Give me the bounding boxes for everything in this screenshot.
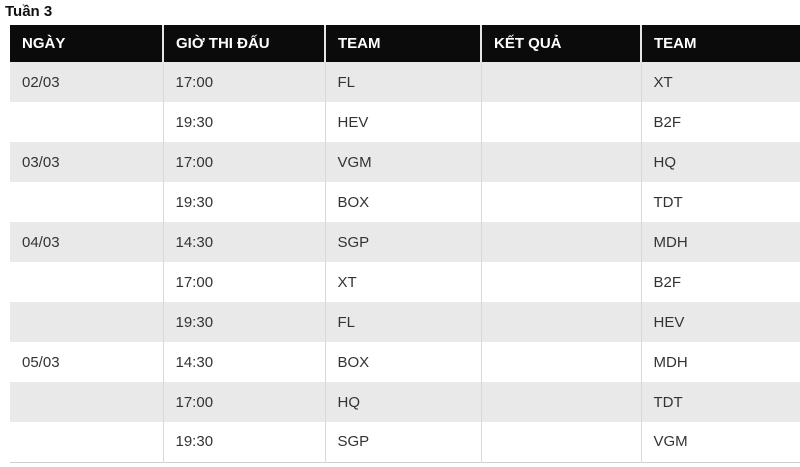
team2-cell: HEV [653,313,685,331]
result-cell [481,262,642,302]
table-row: 03/03 17:00 VGM HQ [10,142,800,182]
time-cell: 17:00 [163,262,326,302]
team1-cell: SGP [325,222,482,262]
result-cell [481,142,642,182]
team2-cell: VGM [653,433,688,451]
table-row: 17:00 XT B2F [10,262,800,302]
time-cell: 19:30 [163,182,326,222]
date-cell: 04/03 [10,222,164,262]
table-row: 19:30 BOX TDT [10,182,800,222]
table-row: 19:30 SGP VGM [10,422,800,462]
team1-cell: BOX [325,342,482,382]
result-cell [481,222,642,262]
date-cell [10,182,164,222]
result-cell [481,422,642,462]
page-title: Tuần 3 [5,3,53,20]
team2-cell: MDH [653,353,688,371]
result-cell [481,382,642,422]
team2-cell: MDH [653,233,688,251]
team1-cell: HEV [325,102,482,142]
team1-cell: BOX [325,182,482,222]
col-header-team1: TEAM [325,25,482,62]
col-header-time: GIỜ THI ĐẤU [163,25,326,62]
time-cell: 17:00 [163,382,326,422]
schedule-table: NGÀY GIỜ THI ĐẤU TEAM KẾT QUẢ TEAM 02/03… [10,25,800,463]
table-row: 05/03 14:30 BOX MDH [10,342,800,382]
time-cell: 17:00 [163,142,326,182]
result-cell [481,342,642,382]
time-cell: 19:30 [163,302,326,342]
schedule-table-body: 02/03 17:00 FL XT 19:30 HEV B2F 03/03 17:00 VGM HQ… [10,62,800,462]
time-cell: 19:30 [163,102,326,142]
result-cell [481,102,642,142]
team2-cell: B2F [653,113,682,131]
team1-cell: FL [325,62,482,102]
team2-cell: B2F [653,273,682,291]
time-cell: 17:00 [163,62,326,102]
team1-cell: FL [325,302,482,342]
date-cell: 02/03 [10,62,164,102]
date-cell [10,302,164,342]
date-cell: 03/03 [10,142,164,182]
col-header-result: KẾT QUẢ [481,25,642,62]
team1-cell: VGM [325,142,482,182]
team2-cell: HQ [653,153,677,171]
time-cell: 14:30 [163,342,326,382]
date-cell [10,422,164,462]
col-header-team2: TEAM [641,25,800,62]
header-row: NGÀY GIỜ THI ĐẤU TEAM KẾT QUẢ TEAM [10,25,800,62]
result-cell [481,62,642,102]
col-header-date: NGÀY [10,25,164,62]
table-row: 17:00 HQ TDT [10,382,800,422]
schedule-table-header: NGÀY GIỜ THI ĐẤU TEAM KẾT QUẢ TEAM [10,25,800,62]
table-row: 02/03 17:00 FL XT [10,62,800,102]
result-cell [481,302,642,342]
date-cell [10,262,164,302]
table-row: 04/03 14:30 SGP MDH [10,222,800,262]
team2-cell: TDT [653,193,683,211]
date-cell [10,102,164,142]
time-cell: 14:30 [163,222,326,262]
table-row: 19:30 FL HEV [10,302,800,342]
team1-cell: HQ [325,382,482,422]
result-cell [481,182,642,222]
time-cell: 19:30 [163,422,326,462]
date-cell [10,382,164,422]
team2-cell: XT [653,73,673,91]
table-row: 19:30 HEV B2F [10,102,800,142]
date-cell: 05/03 [10,342,164,382]
team1-cell: XT [325,262,482,302]
team1-cell: SGP [325,422,482,462]
team2-cell: TDT [653,393,683,411]
